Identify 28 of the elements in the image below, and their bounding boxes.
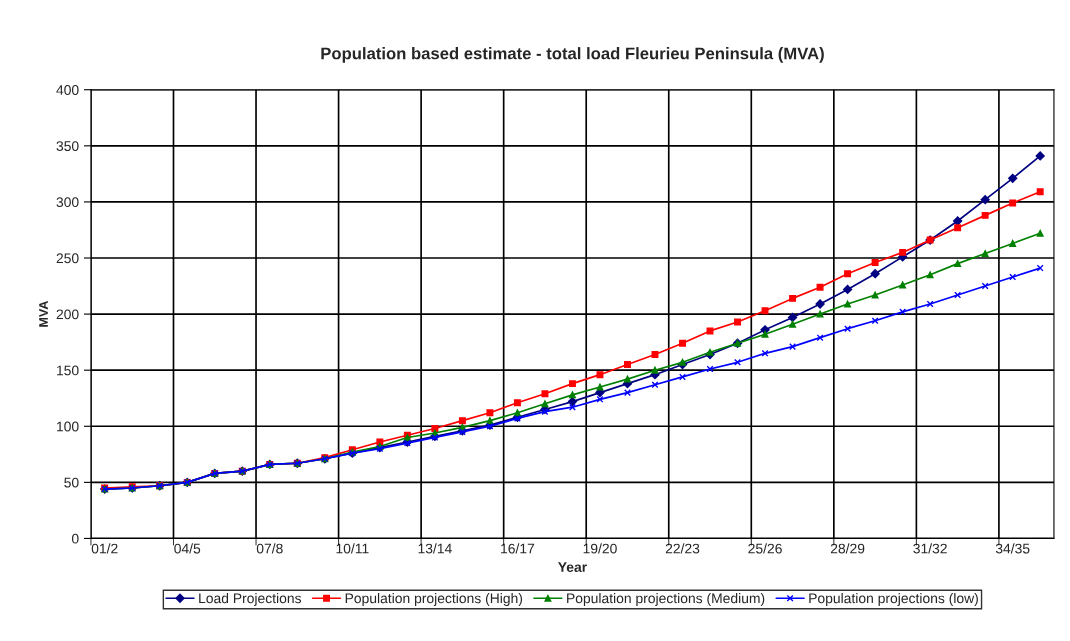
x-tick-label: 22/23 xyxy=(665,543,700,554)
x-tick-label: 04/5 xyxy=(174,543,201,554)
y-tick-label: 0 xyxy=(71,533,79,544)
y-tick-label: 300 xyxy=(56,197,79,208)
chart-title: Population based estimate - total load Fleurieu Peninsula (MVA) xyxy=(321,47,824,63)
x-tick-label: 34/35 xyxy=(995,543,1030,554)
y-tick-label: 150 xyxy=(57,365,79,376)
legend-label: Population projections (High) xyxy=(345,593,523,606)
x-tick-label: 07/8 xyxy=(256,543,283,554)
y-tick-label: 350 xyxy=(56,141,79,151)
y-tick-label: 250 xyxy=(56,253,79,264)
y-tick-label: 200 xyxy=(56,309,79,320)
legend-label: Population projections (Medium) xyxy=(567,593,765,606)
x-tick-label: 31/32 xyxy=(913,543,947,554)
x-tick-label: 25/26 xyxy=(748,543,782,554)
legend-label: Load Projections xyxy=(199,593,302,606)
y-tick-label: 400 xyxy=(56,85,79,95)
x-tick-label: 16/17 xyxy=(501,543,535,554)
x-axis-title: Year xyxy=(558,562,587,573)
x-tick-label: 28/29 xyxy=(830,543,865,554)
y-tick-label: 50 xyxy=(64,477,79,488)
x-tick-label: 10/11 xyxy=(336,543,369,554)
legend-label: Population projections (low) xyxy=(809,593,978,606)
x-tick-label: 01/2 xyxy=(91,543,118,554)
x-tick-label: 19/20 xyxy=(583,543,617,554)
x-tick-label: 13/14 xyxy=(418,543,452,554)
y-axis-title: MVA xyxy=(39,300,48,327)
y-tick-label: 100 xyxy=(57,421,79,432)
